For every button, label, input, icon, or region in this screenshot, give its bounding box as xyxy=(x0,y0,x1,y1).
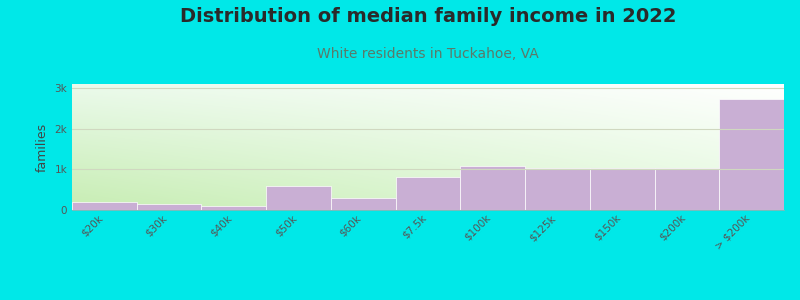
Bar xyxy=(72,202,137,210)
Bar xyxy=(590,168,654,210)
Y-axis label: families: families xyxy=(36,122,49,172)
Bar xyxy=(525,168,590,210)
Bar xyxy=(137,204,202,210)
Bar xyxy=(266,186,331,210)
Bar xyxy=(396,177,460,210)
Bar xyxy=(202,206,266,210)
Text: White residents in Tuckahoe, VA: White residents in Tuckahoe, VA xyxy=(317,46,539,61)
Bar xyxy=(719,99,784,210)
Bar xyxy=(331,198,396,210)
Text: Distribution of median family income in 2022: Distribution of median family income in … xyxy=(180,8,676,26)
Bar xyxy=(654,168,719,210)
Bar xyxy=(460,166,525,210)
